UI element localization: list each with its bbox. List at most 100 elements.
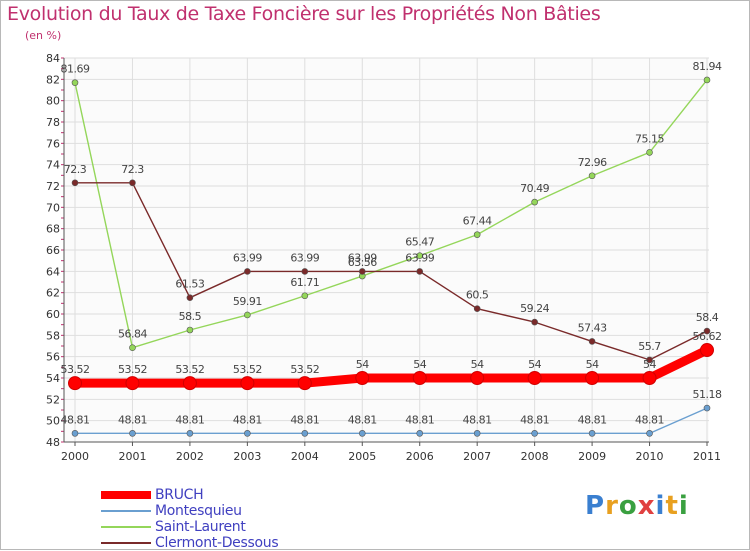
data-point (186, 294, 194, 301)
data-label: 72.3 (64, 163, 87, 176)
data-label: 48.81 (233, 413, 262, 426)
data-label: 61.53 (175, 278, 204, 291)
data-label: 65.47 (405, 236, 434, 249)
data-point (703, 76, 711, 84)
y-tick-label: 84 (46, 52, 60, 65)
data-label: 59.24 (520, 302, 549, 315)
data-label: 81.69 (61, 63, 90, 76)
data-label: 63.56 (348, 256, 377, 269)
data-point (531, 318, 538, 326)
y-tick-label: 78 (46, 116, 60, 129)
data-label: 72.3 (121, 163, 144, 176)
x-tick-label: 2000 (61, 450, 89, 463)
data-label: 53.52 (61, 363, 90, 376)
y-tick-label: 60 (46, 308, 60, 321)
data-point (531, 198, 538, 206)
data-point (186, 326, 194, 334)
data-label: 54 (471, 358, 484, 371)
y-tick-label: 74 (46, 159, 60, 172)
data-label: 48.81 (520, 413, 549, 426)
data-label: 48.81 (61, 413, 90, 426)
data-point (416, 268, 424, 275)
y-tick-label: 50 (46, 415, 60, 428)
data-label: 70.49 (520, 182, 549, 195)
data-label: 54 (356, 358, 369, 371)
data-label: 58.4 (696, 311, 719, 324)
data-point (240, 376, 255, 391)
data-label: 81.94 (693, 60, 722, 73)
legend-label: Saint-Laurent (155, 519, 246, 535)
data-point (182, 376, 197, 391)
data-point (358, 430, 366, 437)
data-point (244, 430, 251, 437)
y-tick-label: 80 (46, 95, 60, 108)
data-label: 63.99 (233, 251, 262, 264)
series-line (75, 407, 708, 435)
data-label: 72.96 (578, 156, 607, 169)
data-label: 59.91 (233, 295, 262, 308)
data-point (585, 371, 600, 385)
data-point (301, 430, 309, 437)
data-point (473, 231, 481, 238)
data-point (703, 327, 711, 335)
data-label: 54 (643, 358, 656, 371)
data-label: 48.81 (578, 413, 607, 426)
legend-label: Montesquieu (155, 503, 242, 519)
data-point (244, 268, 251, 275)
data-point (531, 430, 538, 437)
data-point (355, 371, 370, 385)
y-tick-label: 82 (46, 73, 60, 86)
data-label: 56.84 (118, 328, 147, 341)
y-tick-label: 52 (46, 393, 60, 406)
data-label: 63.99 (290, 251, 319, 264)
data-point (416, 430, 424, 437)
legend-label: BRUCH (155, 487, 204, 503)
data-label: 48.81 (348, 413, 377, 426)
data-label: 53.52 (118, 363, 147, 376)
data-label: 48.81 (463, 413, 492, 426)
data-label: 51.18 (693, 388, 722, 401)
proxiti-logo: Proxiti (585, 491, 689, 521)
data-label: 54 (413, 358, 426, 371)
data-label: 58.5 (179, 310, 202, 323)
y-tick-label: 48 (46, 436, 60, 449)
x-tick-label: 2010 (636, 450, 664, 463)
data-label: 63.99 (405, 251, 434, 264)
y-tick-label: 64 (46, 265, 60, 278)
data-point (646, 356, 653, 364)
data-point (71, 430, 79, 437)
chart-subtitle: (en %) (25, 29, 62, 42)
data-point (129, 430, 136, 437)
data-label: 53.52 (175, 363, 204, 376)
data-label: 48.81 (290, 413, 319, 426)
data-label: 63.99 (348, 251, 377, 264)
legend-swatch (101, 491, 151, 499)
data-label: 61.71 (290, 276, 319, 289)
series-line (74, 79, 708, 349)
legend-swatch (101, 542, 151, 544)
data-point (244, 311, 251, 319)
x-tick-label: 2009 (578, 450, 606, 463)
data-point (703, 404, 711, 412)
data-point (71, 179, 79, 187)
data-point (473, 430, 481, 437)
y-tick-label: 70 (46, 201, 60, 214)
chart-title: Evolution du Taux de Taxe Foncière sur l… (7, 3, 601, 25)
data-label: 54 (528, 358, 541, 371)
data-point (71, 79, 79, 86)
legend-label: Clermont-Dessous (155, 535, 279, 551)
y-tick-label: 68 (46, 223, 60, 236)
y-tick-label: 56 (46, 351, 60, 364)
x-tick-label: 2006 (406, 450, 434, 463)
data-point (527, 371, 542, 385)
x-tick-label: 2007 (463, 450, 491, 463)
y-tick-label: 66 (46, 244, 60, 257)
data-label: 48.81 (405, 413, 434, 426)
data-point (646, 149, 653, 156)
data-label: 67.44 (463, 215, 492, 228)
data-point (470, 371, 485, 385)
data-point (297, 376, 312, 391)
data-point (129, 344, 136, 352)
y-tick-label: 76 (46, 137, 60, 150)
